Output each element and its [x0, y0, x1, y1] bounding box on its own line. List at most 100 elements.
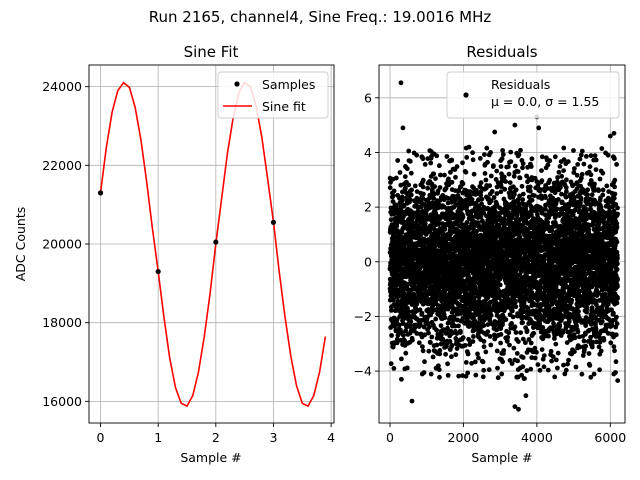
residual-point — [460, 160, 465, 166]
residual-point — [472, 359, 478, 365]
residual-point — [394, 336, 400, 342]
residual-point — [487, 334, 493, 339]
residual-point — [446, 176, 451, 182]
residual-point — [393, 175, 399, 181]
residual-point — [515, 169, 521, 175]
residual-point — [549, 358, 554, 364]
residual-point — [547, 158, 553, 164]
x-tick-label: 2 — [212, 430, 220, 445]
sample-point — [97, 190, 104, 196]
residual-point — [466, 144, 472, 150]
residual-point — [512, 192, 517, 197]
sine-fit-legend: Samples Sine fit — [217, 71, 329, 119]
residual-point — [422, 359, 427, 365]
residual-point — [507, 342, 512, 348]
residual-point — [420, 177, 426, 183]
residual-point — [557, 164, 563, 169]
residual-point — [537, 367, 543, 373]
residual-point — [418, 322, 423, 328]
residual-point — [478, 180, 484, 186]
residual-point — [563, 194, 569, 200]
residual-point — [559, 173, 565, 179]
residual-point — [498, 340, 503, 346]
residual-point — [456, 373, 462, 379]
residual-point — [483, 177, 489, 183]
residual-point — [495, 365, 500, 371]
residual-point — [391, 188, 397, 194]
residual-point — [501, 348, 507, 353]
residual-point — [422, 162, 428, 167]
residual-point — [528, 340, 534, 346]
residual-point — [453, 174, 458, 180]
residual-point — [524, 328, 530, 333]
residual-point — [428, 340, 433, 345]
residual-point — [535, 362, 541, 367]
y-tick-label: 18000 — [42, 315, 82, 330]
residual-point — [436, 163, 442, 169]
residual-point — [401, 203, 407, 209]
residual-point — [545, 367, 551, 373]
residual-point — [445, 373, 451, 378]
residual-point — [510, 314, 516, 320]
residual-point — [532, 345, 538, 351]
residual-point — [464, 220, 470, 225]
residual-point — [403, 328, 409, 334]
residual-point — [406, 182, 412, 188]
residual-point — [512, 163, 518, 169]
residual-point — [464, 204, 470, 209]
residual-point — [561, 145, 567, 151]
residual-point — [432, 184, 437, 189]
residual-point — [434, 327, 439, 333]
residual-point — [448, 169, 453, 175]
residual-point — [548, 348, 554, 354]
residual-point — [529, 197, 535, 203]
residual-point — [426, 330, 431, 336]
residual-point — [416, 340, 422, 346]
residual-point — [443, 185, 449, 191]
residual-point — [431, 171, 437, 177]
residual-point — [469, 197, 475, 202]
residual-point — [498, 164, 504, 169]
residual-point — [514, 212, 520, 218]
residual-point — [433, 176, 438, 182]
residual-point — [539, 168, 544, 174]
residual-point — [442, 315, 448, 321]
residual-point — [503, 317, 509, 322]
residual-point — [527, 184, 533, 190]
residual-point — [399, 356, 404, 362]
residual-point — [497, 282, 503, 288]
x-tick-label: 3 — [269, 430, 277, 445]
residual-point — [412, 183, 418, 189]
residual-point — [442, 172, 447, 178]
residual-point — [414, 152, 420, 158]
residual-point — [408, 170, 414, 176]
residual-point — [465, 351, 471, 357]
samples-legend-marker — [234, 81, 240, 87]
residual-point — [482, 171, 488, 176]
residual-point — [531, 330, 537, 336]
residual-point — [477, 156, 483, 161]
residual-point — [541, 353, 547, 358]
residual-point — [518, 147, 523, 153]
residual-point — [520, 191, 526, 197]
residual-point — [508, 159, 514, 165]
residual-point — [513, 304, 519, 310]
residual-point — [564, 177, 569, 183]
residual-point — [391, 297, 396, 303]
residual-point — [491, 195, 497, 200]
residual-point — [449, 331, 455, 336]
residual-point — [522, 376, 527, 381]
residual-point — [500, 359, 505, 365]
sine-fit-line — [99, 81, 327, 408]
samples-legend-label: Samples — [262, 77, 315, 92]
residual-point — [404, 166, 410, 172]
residual-point — [489, 189, 495, 194]
residual-point — [539, 347, 545, 352]
residual-point — [547, 177, 553, 183]
residual-point — [488, 342, 494, 348]
residual-point — [553, 357, 559, 363]
residual-point — [444, 154, 450, 159]
